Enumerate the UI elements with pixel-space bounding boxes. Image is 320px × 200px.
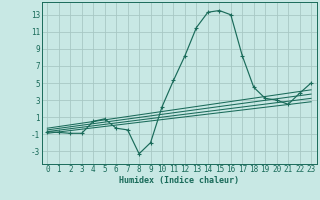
X-axis label: Humidex (Indice chaleur): Humidex (Indice chaleur) [119,176,239,185]
